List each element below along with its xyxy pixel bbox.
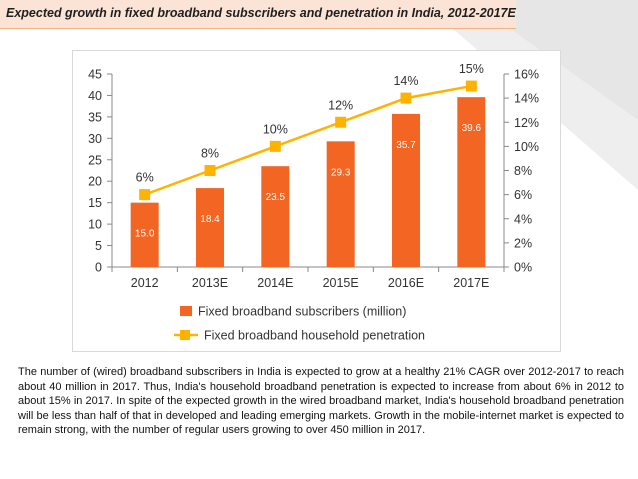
y-left-tick-label: 20 [88,175,102,189]
y-left-tick-label: 10 [88,218,102,232]
bar-subscribers [457,97,486,267]
y-right-tick-label: 4% [514,212,532,226]
penetration-marker [269,140,281,152]
y-right-tick-label: 12% [514,116,539,130]
y-right-tick-label: 0% [514,261,532,275]
x-tick-label: 2014E [257,276,293,290]
y-left-tick-label: 15 [88,196,102,210]
y-right-tick-label: 8% [514,164,532,178]
bar-subscribers [326,141,355,267]
y-left-tick-label: 0 [95,261,102,275]
y-left-tick-label: 35 [88,110,102,124]
y-left-tick-label: 45 [88,68,102,82]
penetration-marker [465,80,477,92]
legend-subscribers-label: Fixed broadband subscribers (million) [198,305,406,319]
x-tick-label: 2017E [453,276,489,290]
description-paragraph: The number of (wired) broadband subscrib… [18,366,624,437]
title-banner: Expected growth in fixed broadband subsc… [0,0,516,29]
bar-subscribers [196,188,224,267]
y-right-tick-label: 16% [514,68,539,82]
x-tick-label: 2016E [388,276,424,290]
x-tick-label: 2015E [323,276,359,290]
y-left-tick-label: 40 [88,89,102,103]
penetration-label: 8% [201,147,219,161]
bar-value-label: 23.5 [266,192,286,203]
y-left-tick-label: 30 [88,132,102,146]
penetration-marker [204,165,216,176]
penetration-label: 10% [263,122,288,136]
penetration-marker [139,189,151,201]
y-right-tick-label: 14% [514,92,539,106]
penetration-line [144,84,472,196]
y-left-tick-label: 5 [95,239,102,253]
legend-marker-swatch [180,330,190,340]
penetration-label: 15% [459,62,484,76]
legend-penetration-label: Fixed broadband household penetration [204,329,425,343]
bar-value-label: 35.7 [396,140,416,151]
bar-value-label: 18.4 [200,214,220,225]
x-tick-label: 2012 [131,276,159,290]
penetration-marker [400,92,412,104]
chart-title: Expected growth in fixed broadband subsc… [6,6,516,20]
bar-value-label: 15.0 [135,229,155,240]
bar-subscribers [392,113,420,268]
bar-value-label: 29.3 [331,167,351,178]
y-right-tick-label: 2% [514,236,532,250]
y-right-tick-label: 10% [514,140,539,154]
combo-chart: 0 5 10 15 20 25 30 35 40 45 0% 2% 4% 6% 8% 10% 12% 14% 16%… [88,62,539,343]
penetration-label: 6% [136,171,154,185]
y-right-tick-label: 6% [514,188,532,202]
penetration-label: 14% [393,74,418,88]
penetration-label: 12% [328,98,353,112]
bar-subscribers [130,202,159,267]
bar-subscribers [261,166,290,267]
legend-bar-swatch [180,306,192,316]
x-tick-label: 2013E [192,276,228,290]
bar-value-label: 39.6 [462,123,482,134]
y-left-tick-label: 25 [88,153,102,167]
penetration-marker [335,116,347,128]
